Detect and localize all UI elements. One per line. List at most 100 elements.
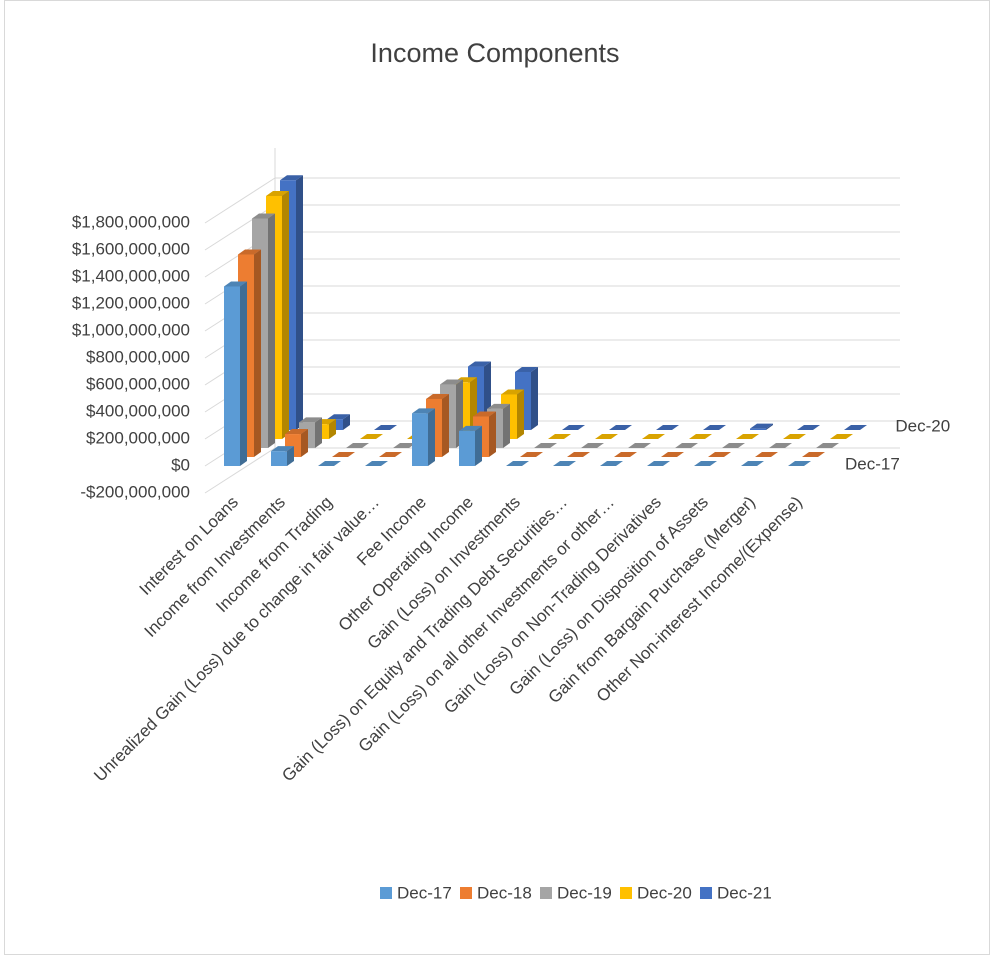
bar-top — [487, 403, 510, 409]
bar — [459, 430, 475, 466]
chart-title: Income Components — [370, 38, 619, 68]
bar — [224, 286, 240, 466]
bar-top — [459, 425, 482, 431]
depth-label: Dec-20 — [895, 417, 950, 436]
bar-top — [506, 461, 529, 466]
bar-top — [327, 414, 350, 420]
bar-top — [581, 443, 604, 448]
bar-top — [642, 434, 665, 439]
bar-top — [755, 452, 778, 457]
bar-top — [703, 425, 726, 430]
legend-swatch — [620, 887, 632, 899]
y-tick-label: $200,000,000 — [86, 428, 190, 447]
bar-top — [647, 461, 670, 466]
bar-top — [393, 443, 416, 448]
bar-top — [694, 461, 717, 466]
bar-top — [360, 434, 383, 439]
bar-top — [708, 452, 731, 457]
bar — [750, 428, 766, 430]
bar-side — [343, 414, 350, 430]
bar-side — [475, 425, 482, 466]
bar-top — [520, 452, 543, 457]
bar-top — [266, 191, 289, 196]
bar-top — [788, 461, 811, 466]
bar-side — [301, 429, 308, 457]
bar-top — [280, 175, 303, 181]
bar-top — [468, 361, 491, 367]
legend-swatch — [540, 887, 552, 899]
bar-top — [656, 425, 679, 430]
bar — [412, 413, 428, 466]
legend-label: Dec-21 — [717, 883, 772, 902]
y-tick-label: $1,600,000,000 — [72, 239, 190, 258]
chart-border — [4, 0, 990, 955]
bar-top — [299, 417, 322, 423]
bar-top — [783, 434, 806, 439]
bar-top — [562, 425, 585, 430]
bar-side — [428, 408, 435, 466]
bar-side — [296, 175, 303, 430]
bar-top — [379, 452, 402, 457]
bar-top — [285, 429, 308, 435]
bar-side — [282, 191, 289, 439]
bar-top — [661, 452, 684, 457]
bar-top — [332, 452, 355, 457]
bar-top — [238, 249, 261, 255]
legend-label: Dec-20 — [637, 883, 692, 902]
bar-top — [741, 461, 764, 466]
bar-top — [736, 434, 759, 439]
bar-top — [346, 443, 369, 448]
bar-top — [600, 461, 623, 466]
bar-side — [517, 389, 524, 439]
bar-top — [271, 446, 294, 452]
y-tick-label: -$200,000,000 — [80, 482, 190, 501]
bar-top — [567, 452, 590, 457]
bar-top — [252, 213, 275, 219]
bar-top — [689, 434, 712, 439]
bar-side — [442, 393, 449, 457]
bar-side — [254, 249, 261, 457]
bar-top — [374, 425, 397, 430]
bar-top — [553, 461, 576, 466]
bar-side — [329, 419, 336, 439]
bar-side — [268, 213, 275, 448]
y-tick-label: $1,800,000,000 — [72, 212, 190, 231]
bar-top — [473, 411, 496, 417]
legend-swatch — [380, 887, 392, 899]
bar-side — [315, 417, 322, 448]
bar-top — [224, 281, 247, 287]
bar-top — [769, 443, 792, 448]
bar-top — [365, 461, 388, 466]
bar-top — [609, 425, 632, 430]
bar-top — [548, 434, 571, 439]
legend-label: Dec-17 — [397, 883, 452, 902]
bar-top — [515, 366, 538, 372]
bar-side — [531, 366, 538, 430]
legend-label: Dec-19 — [557, 883, 612, 902]
bar-top — [750, 423, 773, 429]
legend-label: Dec-18 — [477, 883, 532, 902]
bar-top — [534, 443, 557, 448]
bar-top — [830, 434, 853, 439]
bar-top — [844, 425, 867, 430]
bar — [271, 451, 287, 466]
bar-top — [440, 379, 463, 385]
bar-top — [675, 443, 698, 448]
y-tick-label: $600,000,000 — [86, 374, 190, 393]
bar-top — [412, 408, 435, 414]
legend-swatch — [460, 887, 472, 899]
bar-top — [816, 443, 839, 448]
bar-top — [501, 389, 524, 395]
depth-label: Dec-17 — [845, 454, 900, 473]
bar-top — [614, 452, 637, 457]
bar-top — [797, 425, 820, 430]
bar-top — [595, 434, 618, 439]
bar-top — [318, 461, 341, 466]
bar-side — [503, 403, 510, 448]
y-tick-label: $800,000,000 — [86, 347, 190, 366]
legend-swatch — [700, 887, 712, 899]
y-tick-label: $1,200,000,000 — [72, 293, 190, 312]
y-tick-label: $400,000,000 — [86, 401, 190, 420]
bar-top — [802, 452, 825, 457]
